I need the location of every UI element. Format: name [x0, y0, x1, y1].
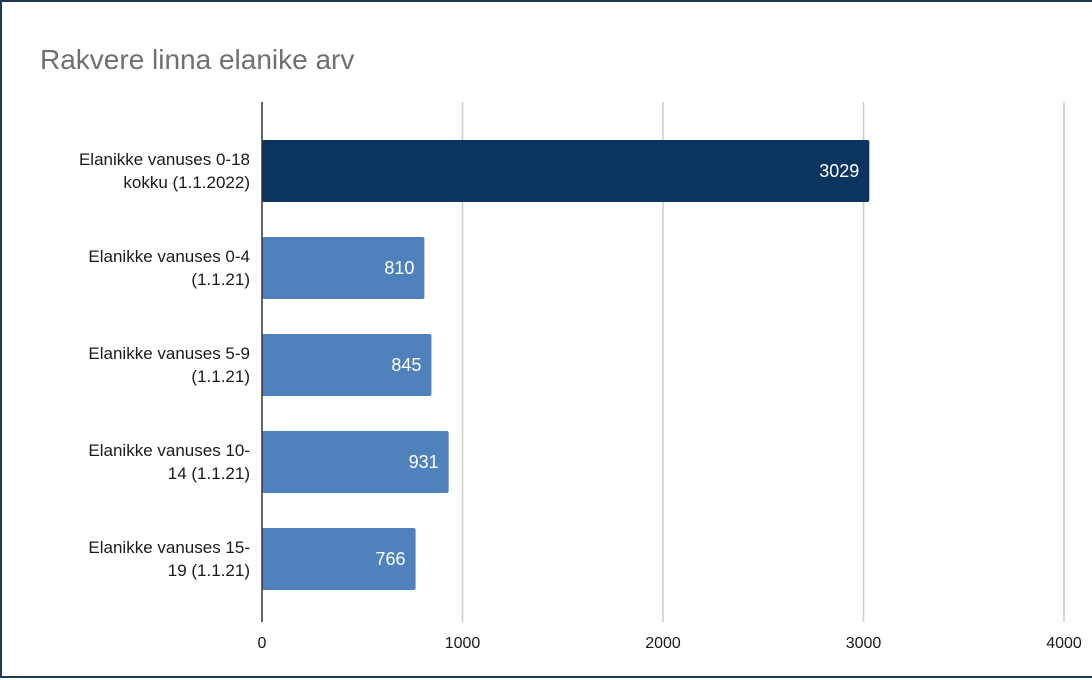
- category-label-line: (1.1.21): [191, 270, 250, 289]
- data-label: 931: [409, 452, 439, 472]
- x-tick-label: 3000: [846, 635, 882, 652]
- category-label-line: 19 (1.1.21): [168, 561, 250, 580]
- x-tick-label: 4000: [1046, 635, 1082, 652]
- category-label-line: Elanikke vanuses 15-: [88, 538, 250, 557]
- bar: [262, 431, 449, 493]
- category-label: Elanikke vanuses 0-4 (1.1.21): [88, 247, 250, 289]
- category-label-line: (1.1.21): [191, 367, 250, 386]
- data-label: 3029: [819, 161, 859, 181]
- category-label: Elanikke vanuses 5-9 (1.1.21): [88, 344, 250, 386]
- x-tick-label: 1000: [445, 635, 481, 652]
- category-label: Elanikke vanuses 15- 19 (1.1.21): [88, 538, 250, 580]
- chart-title: Rakvere linna elanike arv: [40, 44, 355, 75]
- category-label-line: 14 (1.1.21): [168, 464, 250, 483]
- data-label: 810: [384, 258, 414, 278]
- data-label: 766: [376, 549, 406, 569]
- category-label: Elanikke vanuses 0-18 kokku (1.1.2022): [79, 150, 250, 192]
- category-label-line: Elanikke vanuses 10-: [88, 441, 250, 460]
- bar: [262, 140, 870, 202]
- category-label-line: Elanikke vanuses 5-9: [88, 344, 250, 363]
- bar: [262, 334, 432, 396]
- category-label-line: Elanikke vanuses 0-4: [88, 247, 250, 266]
- category-label: Elanikke vanuses 10- 14 (1.1.21): [88, 441, 250, 483]
- bar: [262, 237, 425, 299]
- data-label: 845: [391, 355, 421, 375]
- category-label-line: kokku (1.1.2022): [123, 173, 250, 192]
- x-tick-label: 2000: [645, 635, 681, 652]
- category-label-line: Elanikke vanuses 0-18: [79, 150, 250, 169]
- bar: [262, 528, 416, 590]
- x-tick-label: 0: [258, 635, 267, 652]
